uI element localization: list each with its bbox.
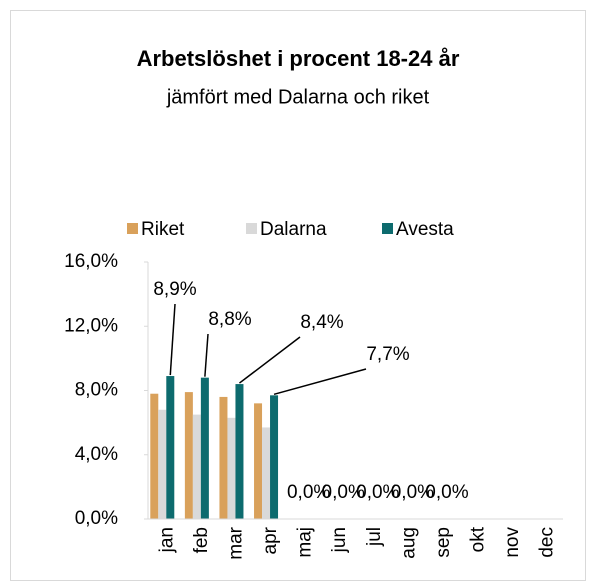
x-tick-label: nov xyxy=(502,527,523,558)
chart-border xyxy=(10,10,586,581)
x-tick-label: jun xyxy=(329,527,350,553)
x-tick-label: sep xyxy=(433,527,454,558)
legend-swatch xyxy=(127,223,138,234)
leader-line xyxy=(239,336,301,384)
x-tick-label: jul xyxy=(364,527,385,547)
bar xyxy=(166,376,175,519)
legend-label: Dalarna xyxy=(260,219,327,240)
y-tick-label: 12,0% xyxy=(64,315,118,336)
data-label: 0,0% xyxy=(391,482,434,503)
data-label: 8,8% xyxy=(208,309,251,330)
x-tick-label: maj xyxy=(295,527,316,558)
y-tick-label: 0,0% xyxy=(75,508,118,529)
y-tick-label: 8,0% xyxy=(75,380,118,401)
legend-swatch xyxy=(382,223,393,234)
data-label: 8,4% xyxy=(300,312,343,333)
x-tick-label: mar xyxy=(225,526,246,559)
leader-line xyxy=(273,368,367,396)
x-tick-label: aug xyxy=(398,527,419,559)
bar xyxy=(262,427,271,519)
data-label: 7,7% xyxy=(366,344,409,365)
x-tick-label: okt xyxy=(468,526,489,552)
y-tick-label: 4,0% xyxy=(75,444,118,465)
bar xyxy=(150,393,159,519)
bar xyxy=(227,417,236,519)
chart-subtitle: jämfört med Dalarna och riket xyxy=(166,86,430,108)
bar xyxy=(235,384,244,519)
y-tick-label: 16,0% xyxy=(64,251,118,272)
bar xyxy=(219,396,228,519)
bar xyxy=(184,392,193,519)
x-tick-label: jan xyxy=(156,527,177,553)
data-label: 0,0% xyxy=(356,482,399,503)
bar xyxy=(192,414,201,519)
chart-title: Arbetslöshet i procent 18-24 år xyxy=(137,46,460,71)
data-label: 0,0% xyxy=(425,482,468,503)
bar xyxy=(270,395,279,519)
data-label: 8,9% xyxy=(153,279,196,300)
bar xyxy=(254,403,263,519)
legend-label: Avesta xyxy=(396,219,454,240)
legend-label: Riket xyxy=(141,219,185,240)
bar xyxy=(200,377,209,519)
data-label: 0,0% xyxy=(322,482,365,503)
data-label: 0,0% xyxy=(287,482,330,503)
leader-line xyxy=(204,333,209,377)
bar xyxy=(158,409,167,519)
legend-swatch xyxy=(246,223,257,234)
x-tick-label: dec xyxy=(537,527,558,558)
leader-line xyxy=(169,303,176,376)
x-tick-label: feb xyxy=(191,527,212,553)
x-tick-label: apr xyxy=(260,526,281,554)
